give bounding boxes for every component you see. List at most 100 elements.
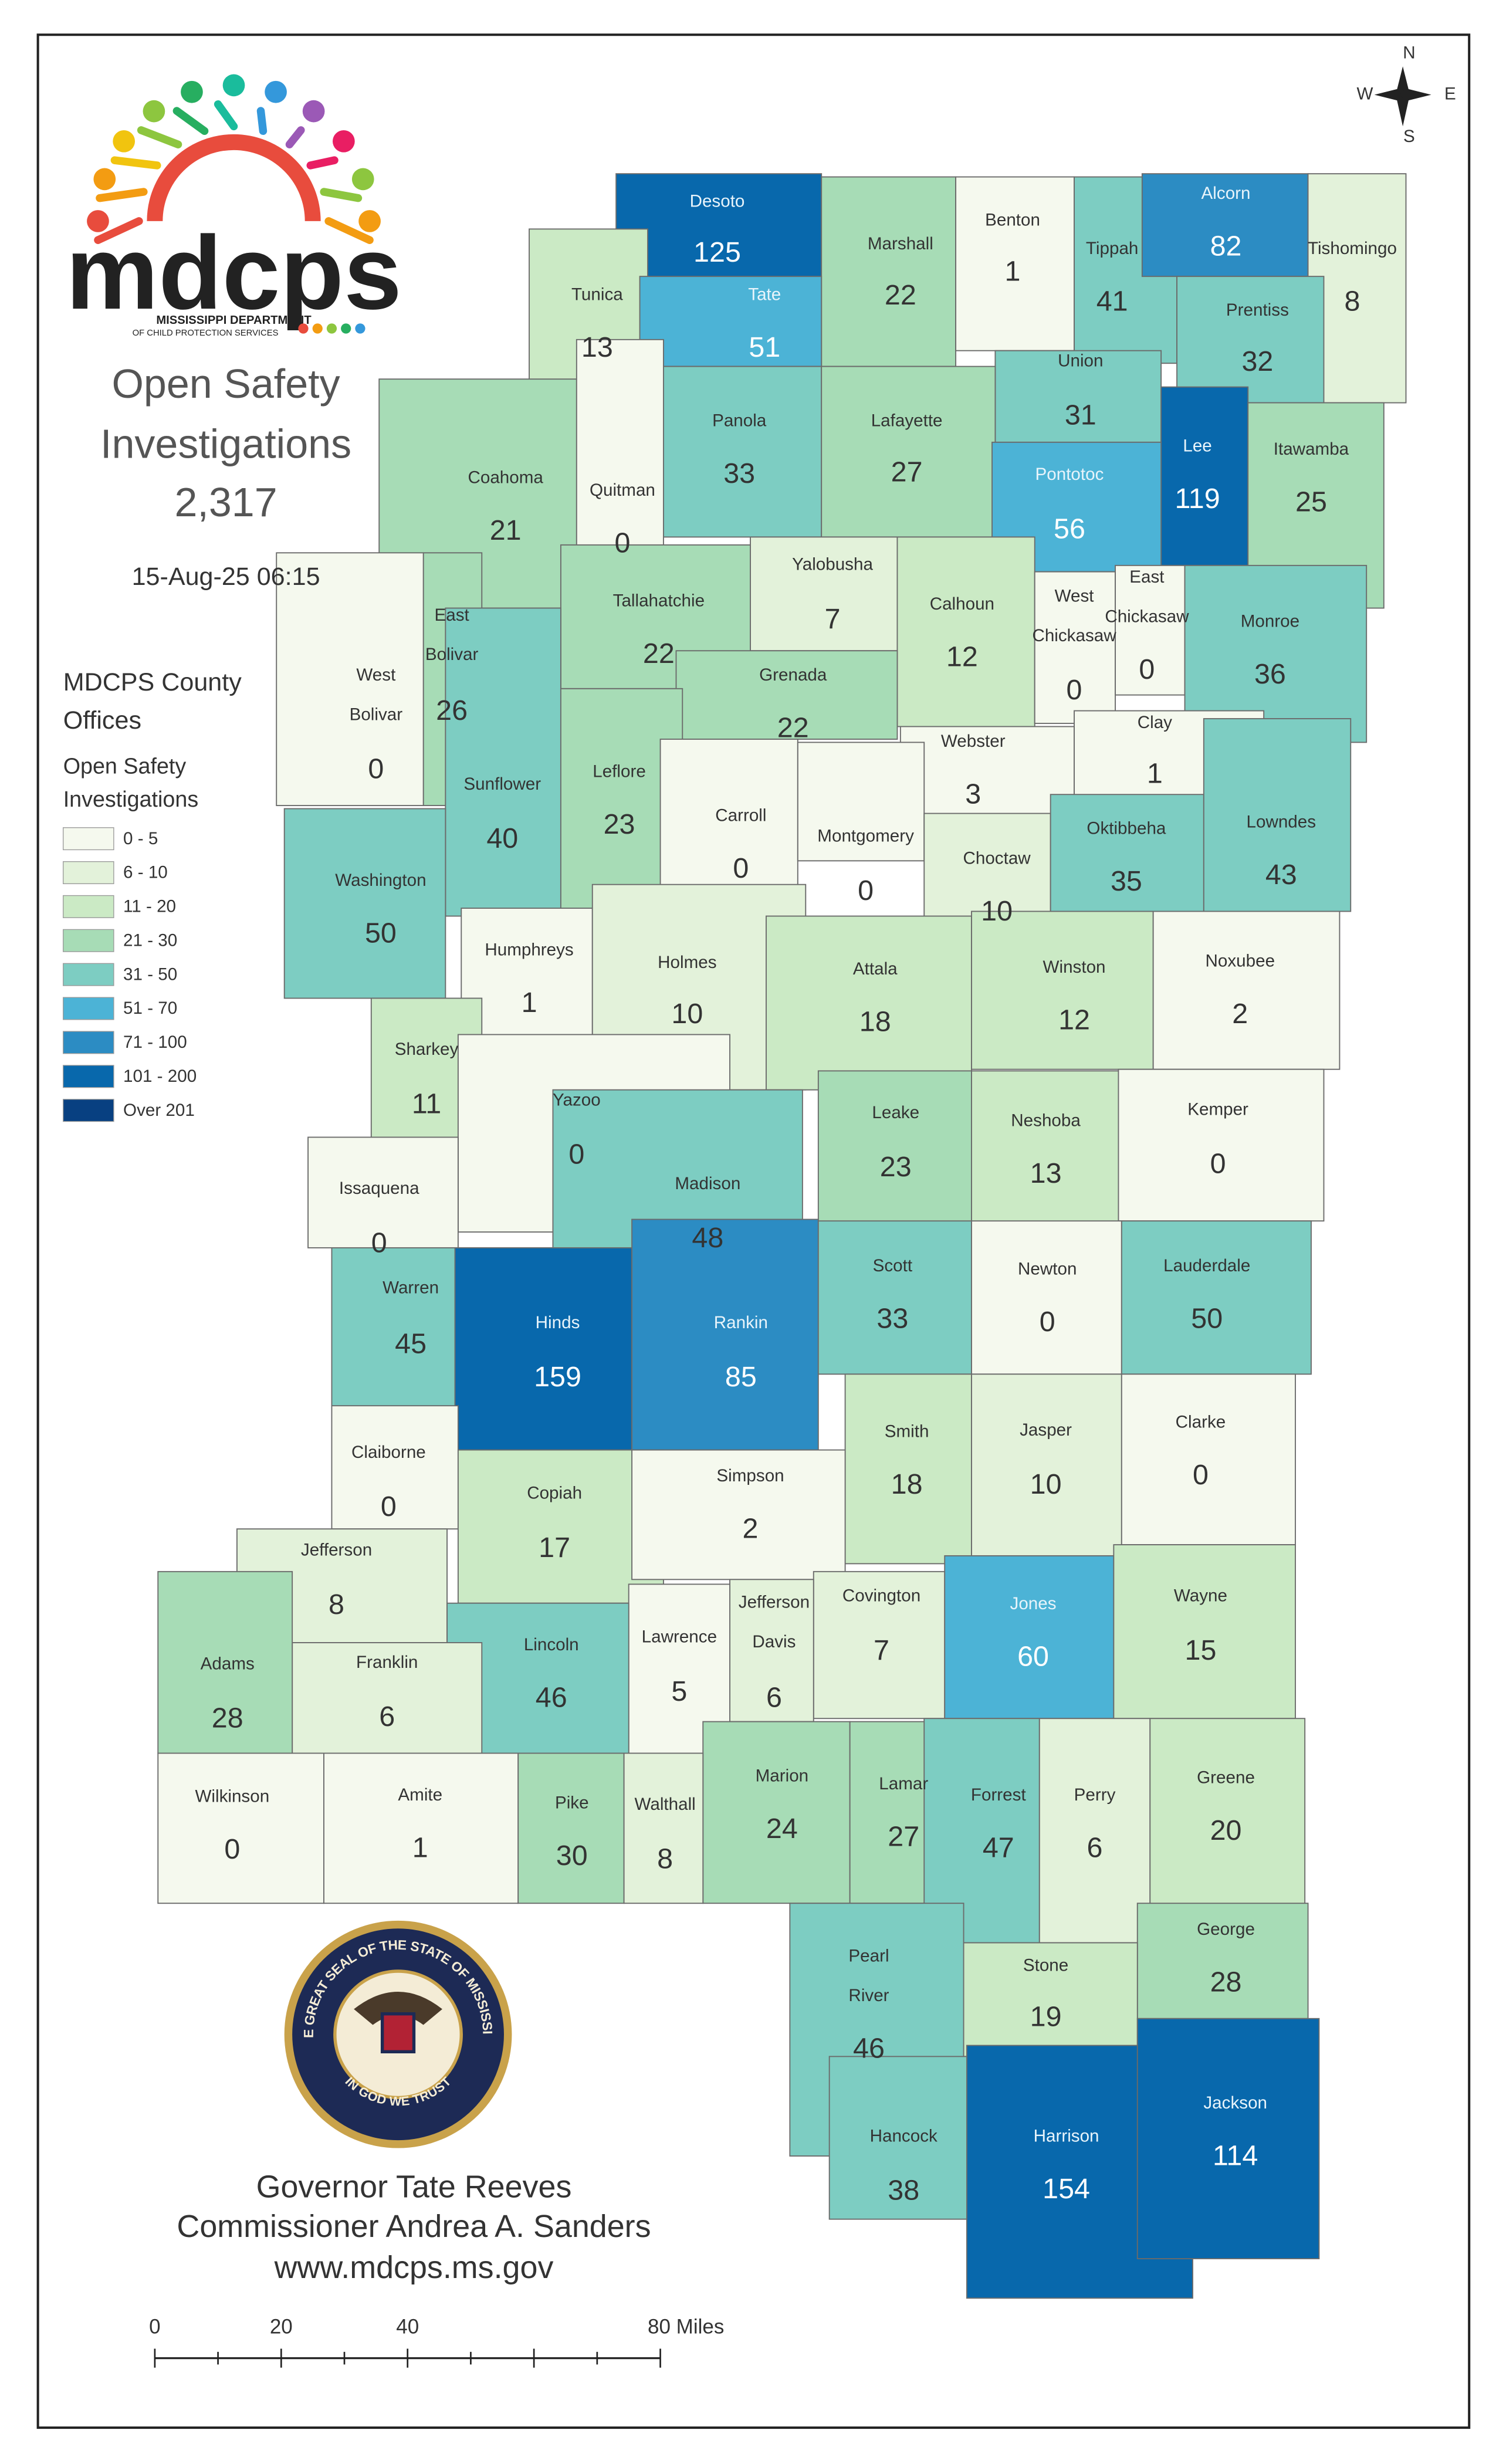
county-value: 43 [1265,859,1297,891]
legend-swatch [63,997,114,1020]
county [631,1449,846,1580]
legend-label: 31 - 50 [123,964,177,984]
county-name: Holmes [658,953,716,972]
legend-swatch [63,861,114,885]
county-value: 50 [1191,1303,1223,1335]
scale-bar: 0 20 40 80 Miles [149,2316,724,2368]
total: 2,317 [174,479,277,525]
logo-figure-arm [320,188,363,202]
compass-label: E [1444,84,1456,103]
county-value: 33 [723,458,755,489]
county [813,1571,946,1720]
county-value: 26 [436,695,468,726]
county [821,176,957,367]
county-name: Franklin [356,1653,418,1672]
county-name: Walthall [635,1795,696,1814]
county-name: Jefferson [739,1593,810,1612]
compass-label: W [1357,84,1373,103]
county-name: Alcorn [1201,184,1251,203]
logo-figure-head [333,130,355,153]
county-value: 22 [643,638,675,669]
county-name: Choctaw [963,848,1031,868]
county-value: 0 [1040,1306,1055,1338]
county-name: Warren [383,1278,439,1298]
legend-label: 11 - 20 [123,897,176,916]
legend-swatch [63,1099,114,1122]
county-name: Rankin [714,1313,768,1332]
county-name: Calhoun [930,594,994,614]
county-name: Tippah [1086,239,1138,258]
county-name: Marshall [868,234,933,253]
county [766,915,972,1091]
county-name: Claiborne [351,1443,426,1462]
logo-figure-head [302,100,325,123]
logo: mdcps MISSISSIPPI DEPARTMENT OF CHILD PR… [66,74,402,338]
county-value: 11 [412,1088,441,1119]
county [963,1942,1138,2057]
footer-line: Commissioner Andrea A. Sanders [177,2209,651,2244]
county [631,1219,819,1451]
county-name: Lauderdale [1163,1256,1250,1275]
logo-line: OF CHILD PROTECTION SERVICES [133,329,279,338]
county-value: 0 [224,1833,240,1865]
county-value: 13 [581,331,613,363]
scale-label: 20 [270,2316,293,2338]
county-name: Lee [1183,436,1211,456]
county-value: 3 [965,779,981,810]
logo-figure-head [358,210,381,232]
legend: MDCPS County Offices Open Safety Investi… [63,668,242,1122]
county [1113,1544,1296,1720]
county-name: Desoto [690,191,745,211]
county [1121,1373,1296,1546]
county-name: Davis [752,1632,796,1651]
county [729,1579,814,1722]
county [971,1070,1119,1225]
logo-figure-head [351,168,374,191]
legend-subtitle: Open Safety [63,753,187,778]
county-name: Lincoln [524,1635,579,1654]
county [1160,386,1249,566]
county-name: Itawamba [1274,439,1349,459]
legend-label: 0 - 5 [123,829,158,848]
county-value: 32 [1241,346,1273,377]
legend-label: 6 - 10 [123,863,168,882]
title-line: Open Safety [111,361,340,407]
county-value: 12 [946,641,978,672]
compass-star [1399,88,1431,101]
county-name: West [356,665,396,685]
county-name: Bolivar [350,705,403,724]
county-name: East [434,605,469,625]
county-value: 0 [381,1491,397,1522]
county-name: Wayne [1174,1586,1227,1606]
legend-swatch [63,895,114,918]
county-name: Pontotoc [1035,465,1104,484]
county [615,173,823,282]
county-value: 125 [693,236,741,268]
county-value: 18 [859,1006,891,1037]
county-name: Copiah [527,1484,582,1503]
county [828,2056,980,2220]
county-name: Panola [712,411,767,431]
county-name: Quitman [590,480,655,500]
scale-label: 40 [396,2316,419,2338]
county-value: 119 [1175,483,1220,515]
county [955,176,1075,351]
county-name: Chickasaw [1105,607,1189,627]
title-line: Investigations [100,421,351,466]
county-value: 0 [371,1227,387,1258]
logo-figure-head [265,80,287,103]
logo-dot [298,323,309,334]
county-value: 0 [858,875,874,906]
logo-wordmark: mdcps [66,214,402,331]
county-name: Washington [335,871,426,890]
county-value: 154 [1043,2173,1090,2205]
county [457,1449,664,1604]
county-value: 85 [725,1361,757,1393]
county [1149,1718,1306,1907]
county-value: 82 [1210,230,1242,262]
county-name: Marion [756,1766,809,1786]
county [1034,571,1116,725]
seal-eagle-wings [354,1992,442,2025]
footer-line: Governor Tate Reeves [256,2169,572,2205]
county [971,1373,1122,1556]
